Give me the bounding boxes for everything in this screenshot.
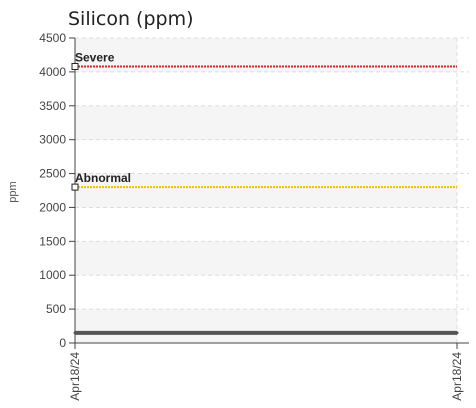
x-ticks: Apr18/24 Apr18/24 [68,352,464,401]
y-tick-label: 4500 [39,31,66,45]
y-tick-label: 1500 [39,234,66,248]
plot-band [75,309,457,343]
y-tick-label: 3500 [39,99,66,113]
x-tick-label: Apr18/24 [68,352,82,401]
y-tick-label: 500 [46,302,66,316]
y-tick-label: 2500 [39,167,66,181]
y-tick-label: 4000 [39,65,66,79]
y-tick-label: 1000 [39,268,66,282]
x-tick-label: Apr18/24 [450,352,464,401]
plot-band [75,105,457,140]
threshold-label: Severe [75,50,115,64]
y-tick-label: 3000 [39,133,66,147]
plot-bands [75,38,457,343]
threshold-marker [71,183,79,191]
y-ticks: 0 500 1000 1500 2000 2500 3000 3500 4000 4500 [39,31,66,350]
threshold-marker [71,62,79,70]
plot-band [75,241,457,276]
y-tick-label: 0 [59,336,66,350]
chart-title: Silicon (ppm) [68,8,194,30]
threshold-label: Abnormal [75,171,131,185]
data-series [73,330,459,335]
data-point [73,331,77,335]
plot-band [75,173,457,208]
y-axis-label: ppm [7,181,19,202]
threshold-lines: Severe Abnormal [71,50,457,191]
data-point [455,331,459,335]
y-tick-label: 2000 [39,200,66,214]
